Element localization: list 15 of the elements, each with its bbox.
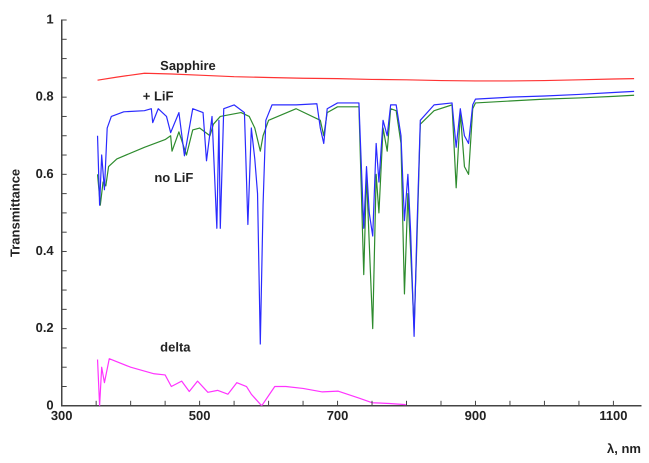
x-tick-label: 500 <box>188 408 210 424</box>
series-label: no LiF <box>154 170 194 185</box>
y-tick-label: 0.6 <box>36 166 54 181</box>
x-tick-label: 700 <box>326 408 348 424</box>
x-axis-title: λ, nm <box>607 440 641 456</box>
y-axis-title: Transmittance <box>7 168 22 257</box>
series-label: delta <box>160 340 192 355</box>
series-label: + LiF <box>142 88 174 104</box>
x-tick-label: 900 <box>464 408 486 424</box>
series-label: Sapphire <box>160 58 216 73</box>
y-tick-label: 1 <box>46 12 54 27</box>
y-tick-label: 0.4 <box>36 243 54 258</box>
y-tick-label: 0.2 <box>36 320 54 336</box>
x-tick-label: 1100 <box>599 408 628 424</box>
y-tick-label: 0.8 <box>36 88 54 104</box>
